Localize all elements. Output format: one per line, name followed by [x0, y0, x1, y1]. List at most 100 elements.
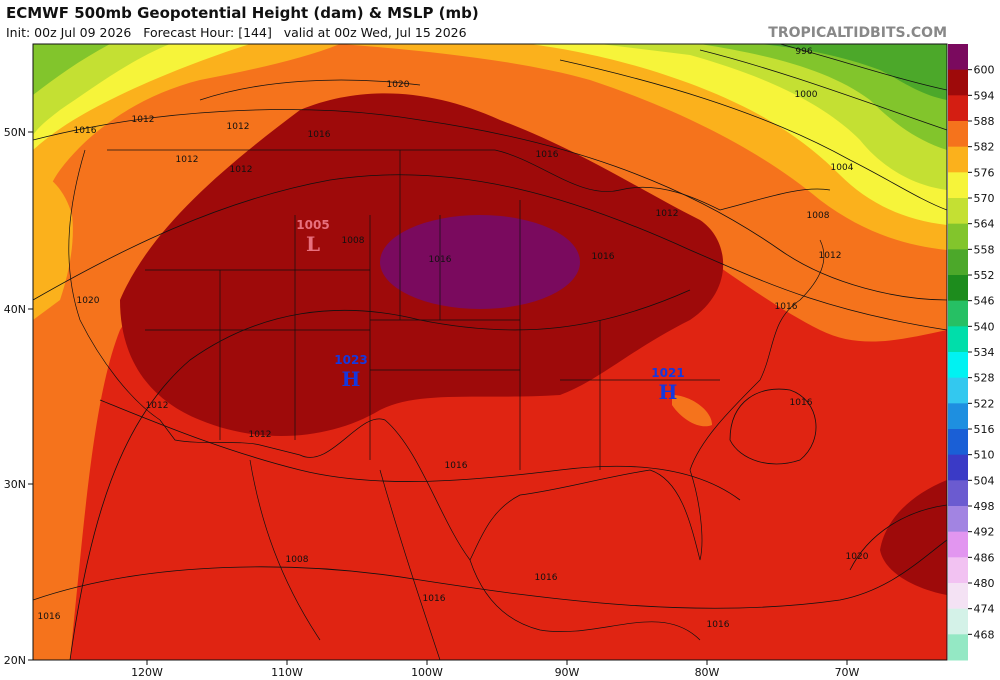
colorbar-label: 486	[974, 551, 995, 564]
colorbar-label: 552	[974, 269, 995, 282]
colorbar-label: 492	[974, 526, 995, 539]
colorbar-label: 528	[974, 372, 995, 385]
isobar-label: 1008	[807, 211, 830, 221]
colorbar-label: 534	[974, 346, 995, 359]
height-band-552	[760, 44, 947, 100]
colorbar-label: 510	[974, 449, 995, 462]
colorbar-swatch	[948, 634, 968, 661]
isobar-label: 1016	[535, 573, 558, 583]
lat-label: 40N	[4, 303, 26, 316]
colorbar-swatch	[948, 300, 968, 327]
colorbar-swatch	[948, 403, 968, 430]
colorbar-label: 522	[974, 397, 995, 410]
isobar-label: 1020	[387, 80, 410, 90]
colorbar-swatch	[948, 608, 968, 635]
isobar-label: 1004	[831, 163, 854, 173]
colorbar-label: 474	[974, 603, 995, 616]
colorbar-swatch	[948, 172, 968, 199]
isobar-label: 1016	[38, 612, 61, 622]
isobar-label: 1016	[429, 255, 452, 265]
height-band-576	[33, 44, 947, 260]
colorbar-label: 468	[974, 628, 995, 641]
subtitle: Init: 00z Jul 09 2026 Forecast Hour: [14…	[6, 25, 467, 40]
pressure-letter: H	[659, 380, 678, 404]
map-frame	[32, 43, 948, 661]
lon-label: 110W	[271, 666, 303, 679]
map-labels: 1020 1012 1012 1016 1016 1016 1012 1012 1012 1008…	[38, 47, 869, 630]
lon-label: 100W	[411, 666, 443, 679]
isobar-label: 1012	[146, 401, 169, 411]
lon-label: 70W	[835, 666, 860, 679]
colorbar-swatch	[948, 44, 968, 71]
colorbar-label: 576	[974, 166, 995, 179]
isobar-label: 1016	[308, 130, 331, 140]
lon-label: 90W	[555, 666, 580, 679]
height-band-576-west	[33, 170, 73, 320]
colorbar-label: 600	[974, 64, 995, 77]
colorbar-swatch	[948, 377, 968, 404]
isobar-label: 1016	[74, 126, 97, 136]
pressure-letter: L	[306, 232, 320, 256]
isobar-label: 1012	[656, 209, 679, 219]
site-name: TROPICALTIDBITS.COM	[768, 25, 947, 41]
height-band-600	[380, 215, 580, 309]
lon-label: 120W	[131, 666, 163, 679]
isobar-label: 1012	[230, 165, 253, 175]
pressure-value: 1021	[651, 366, 684, 380]
colorbar-label: 594	[974, 89, 995, 102]
pressure-letter: H	[342, 367, 361, 391]
height-band-588-patch	[672, 395, 712, 427]
axes: 50N 40N 30N 20N 120W 110W 100W 90W 80W 70W	[4, 126, 860, 679]
isobar-label: 1016	[445, 461, 468, 471]
colorbar-swatch	[948, 352, 968, 379]
height-band-570	[33, 44, 947, 225]
colorbar-swatch	[948, 326, 968, 353]
colorbar-label: 504	[974, 474, 995, 487]
isobar-label: 1012	[249, 430, 272, 440]
colorbar-swatch	[948, 531, 968, 558]
isobar-label: 1008	[286, 555, 309, 565]
colorbar-label: 540	[974, 320, 995, 333]
colorbar-swatch	[948, 454, 968, 481]
colorbar-label: 570	[974, 192, 995, 205]
borders	[68, 149, 831, 660]
isobar-label: 1016	[423, 594, 446, 604]
pressure-value: 1023	[334, 353, 367, 367]
title: ECMWF 500mb Geopotential Height (dam) & …	[6, 4, 479, 22]
height-band-582	[33, 44, 947, 660]
colorbar-swatch	[948, 95, 968, 122]
isobar-label: 1016	[592, 252, 615, 262]
colorbar-label: 516	[974, 423, 995, 436]
isobars	[33, 44, 947, 660]
isobar-label: 1012	[132, 115, 155, 125]
colorbar-swatch	[948, 275, 968, 302]
isobar-label: 1016	[775, 302, 798, 312]
colorbar-swatch	[948, 198, 968, 225]
colorbar-swatch	[948, 506, 968, 533]
colorbar: 600 594 588 582 576 570 564 558 552 546 540 534 528 5…	[948, 44, 995, 661]
isobar-label: 1012	[819, 251, 842, 261]
colorbar-swatch	[948, 480, 968, 507]
isobar-label: 1016	[707, 620, 730, 630]
colorbar-swatch	[948, 121, 968, 148]
isobar-label: 1012	[176, 155, 199, 165]
isobar-label: 1016	[536, 150, 559, 160]
isobar-label: 1020	[846, 552, 869, 562]
colorbar-swatch	[948, 429, 968, 456]
colorbar-swatch	[948, 583, 968, 610]
lat-label: 30N	[4, 478, 26, 491]
colorbar-swatch	[948, 557, 968, 584]
colorbar-label: 588	[974, 115, 995, 128]
colorbar-label: 564	[974, 218, 995, 231]
lat-label: 50N	[4, 126, 26, 139]
isobar-label: 1008	[342, 236, 365, 246]
isobar-label: 996	[795, 47, 812, 57]
colorbar-label: 558	[974, 243, 995, 256]
lon-label: 80W	[695, 666, 720, 679]
colorbar-swatch	[948, 146, 968, 173]
isobar-label: 1000	[795, 90, 818, 100]
height-band-594-atlantic	[880, 480, 947, 595]
lat-label: 20N	[4, 654, 26, 667]
colorbar-label: 582	[974, 141, 995, 154]
